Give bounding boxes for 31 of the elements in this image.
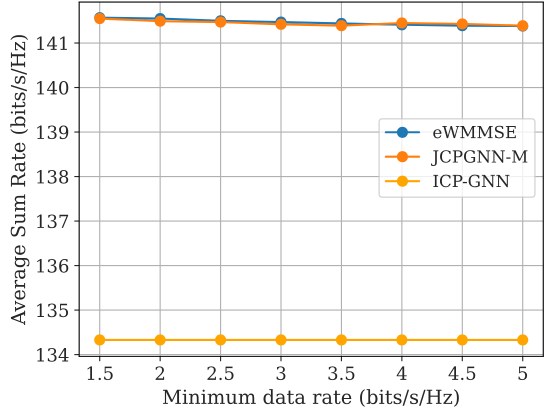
y-tick-label: 135 (37, 304, 68, 318)
legend-label: ICP-GNN (433, 174, 510, 188)
point (336, 20, 347, 32)
y-tick-label: 138 (37, 170, 68, 184)
x-tick-label: 2.5 (207, 366, 234, 380)
point (456, 334, 468, 346)
y-axis-title: Average Sum Rate (bits/s/Hz) (10, 35, 30, 325)
legend-label: JCPGNN-M (431, 150, 528, 166)
point (275, 334, 287, 346)
point (517, 334, 528, 346)
x-tick-label: 2 (156, 366, 164, 380)
x-tick-label: 3 (276, 366, 286, 380)
x-tick-label: 4.5 (448, 366, 476, 380)
point (154, 16, 166, 27)
y-tick-label: 141 (37, 36, 67, 50)
point (154, 334, 166, 346)
x-tick-label: 3.5 (328, 366, 354, 380)
x-tick-label: 4 (396, 366, 407, 380)
x-tick-label: 5 (518, 366, 528, 380)
x-axis-title: Minimum data rate (bits/s/Hz) (163, 389, 459, 407)
point (94, 334, 106, 346)
point (396, 334, 408, 346)
y-tick-label: 139 (37, 125, 68, 140)
point (215, 334, 226, 346)
point (336, 334, 347, 346)
y-tick-label: 140 (37, 80, 68, 95)
x-tick-label: 1.5 (88, 366, 113, 380)
legend-label: eWMMSE (433, 126, 516, 138)
y-tick-label: 134 (37, 348, 69, 362)
y-tick-label: 137 (37, 214, 68, 228)
y-tick-label: 136 (37, 259, 68, 273)
